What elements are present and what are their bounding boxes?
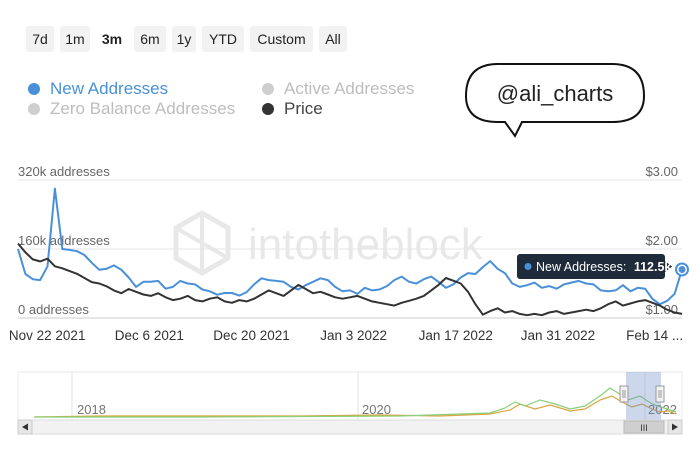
- legend-dot-new-addresses: [28, 83, 40, 95]
- navigator-year-2018: 2018: [77, 402, 106, 417]
- navigator-handle-right[interactable]: [655, 385, 665, 403]
- range-button-3m[interactable]: 3m: [96, 26, 128, 52]
- legend-dot-zero-balance: [28, 103, 40, 115]
- navigator-background: [17, 371, 683, 421]
- y-left-tick-label: 0 addresses: [18, 302, 89, 317]
- range-button-7d[interactable]: 7d: [26, 26, 54, 52]
- y-right-tick-label: $1.00: [645, 302, 678, 317]
- scroll-left-arrow-icon: [22, 423, 28, 431]
- price-line: [17, 242, 683, 317]
- navigator-selected-range[interactable]: [626, 372, 661, 420]
- watermark: intotheblock: [173, 210, 484, 276]
- x-tick-label: Dec 20 2021: [213, 328, 290, 343]
- legend-price[interactable]: Price: [284, 99, 323, 118]
- scrollbar[interactable]: III: [17, 419, 683, 435]
- y-left-tick-label: 160k addresses: [18, 233, 110, 248]
- navigator-year-2020: 2020: [362, 402, 391, 417]
- tooltip-value: 112.5k: [634, 260, 672, 274]
- y-right-tick-label: $2.00: [645, 233, 678, 248]
- x-tick-label: Nov 22 2021: [9, 328, 86, 343]
- range-button-1y[interactable]: 1y: [172, 26, 196, 52]
- navigator-series-green: [34, 387, 677, 418]
- speech-bubble-shape: [464, 63, 646, 138]
- watermark-logo-icon: [173, 210, 231, 276]
- new-addresses-line: [17, 187, 683, 306]
- navigator: 2018 2020 2022: [17, 371, 683, 421]
- scroll-right-arrow-icon: [672, 423, 678, 431]
- x-tick-label: Jan 31 2022: [521, 328, 595, 343]
- new-addresses-last-point: [678, 265, 686, 273]
- legend-dot-active-addresses: [262, 83, 274, 95]
- chart-tooltip: New Addresses: 112.5k: [517, 254, 672, 279]
- scrollbar-thumb[interactable]: [623, 420, 665, 434]
- y-left-tick-label: 320k addresses: [18, 164, 110, 179]
- speech-bubble: @ali_charts: [464, 63, 646, 138]
- range-button-1m[interactable]: 1m: [60, 26, 90, 52]
- x-tick-label: Feb 14 ...: [626, 328, 683, 343]
- range-button-custom[interactable]: Custom: [250, 26, 313, 52]
- tooltip-series-label: New Addresses:: [536, 260, 626, 274]
- range-button-ytd[interactable]: YTD: [202, 26, 244, 52]
- chart-grid: [18, 179, 682, 319]
- navigator-series-orange: [33, 395, 677, 418]
- scrollbar-track[interactable]: [17, 419, 683, 435]
- range-button-all[interactable]: All: [319, 26, 347, 52]
- tooltip-box: [517, 254, 665, 279]
- tooltip-text: New Addresses: 112.5k: [536, 260, 671, 274]
- x-axis: Nov 22 2021 Dec 6 2021 Dec 20 2021 Jan 3 20…: [9, 328, 683, 343]
- speech-bubble-text: @ali_charts: [497, 81, 614, 106]
- y-axis-left: 320k addresses 160k addresses 0 addresses: [18, 164, 110, 317]
- x-tick-label: Dec 6 2021: [115, 328, 184, 343]
- legend-active-addresses[interactable]: Active Addresses: [284, 79, 415, 98]
- legend-dot-price: [262, 103, 274, 115]
- x-tick-label: Jan 17 2022: [419, 328, 493, 343]
- x-tick-label: Jan 3 2022: [320, 328, 387, 343]
- series-layer: [17, 187, 689, 317]
- navigator-handle-left[interactable]: [619, 385, 629, 403]
- tooltip-pointer: [665, 261, 672, 272]
- legend-zero-balance-addresses[interactable]: Zero Balance Addresses: [50, 99, 236, 118]
- y-right-tick-label: $3.00: [645, 164, 678, 179]
- tooltip-series-dot: [524, 263, 532, 270]
- range-button-6m[interactable]: 6m: [134, 26, 166, 52]
- watermark-text: intotheblock: [248, 220, 484, 269]
- scrollbar-thumb-grip: III: [640, 423, 648, 433]
- y-axis-right: $3.00 $2.00 $1.00: [645, 164, 678, 317]
- navigator-year-2022: 2022: [648, 402, 677, 417]
- legend-new-addresses[interactable]: New Addresses: [50, 79, 169, 98]
